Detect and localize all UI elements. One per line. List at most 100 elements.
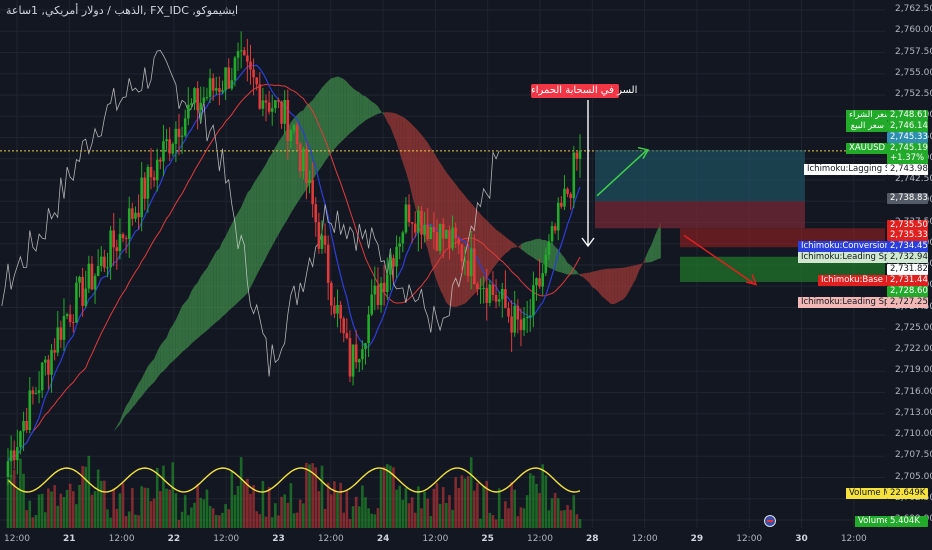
candle-body [550, 226, 554, 242]
cloud-segment [194, 282, 198, 341]
volume-bar [208, 505, 212, 528]
candle-body [159, 159, 162, 162]
volume-bar [286, 502, 290, 528]
volume-bar [59, 493, 63, 528]
candle-body [302, 148, 305, 172]
cloud-segment [346, 81, 350, 137]
x-tick-label: 12:00 [317, 534, 344, 544]
volume-bar [249, 493, 252, 528]
cloud-segment [639, 263, 643, 271]
cloud-segment [489, 223, 493, 274]
volume-bar [417, 486, 420, 528]
volume-bar [473, 490, 476, 528]
volume-bar [326, 482, 330, 528]
chart-title: الذهب / دولار أمريكي, 1ساعة, FX_IDC ,ايش… [6, 4, 239, 17]
candle-body [224, 67, 227, 91]
candle-body [342, 318, 346, 334]
volume-bar [494, 519, 498, 528]
cloud-segment [384, 112, 388, 122]
candle-body [75, 282, 78, 323]
cloud-segment [620, 267, 624, 301]
candle-body [364, 343, 367, 350]
candle-body [258, 84, 262, 109]
volume-bar [566, 505, 569, 528]
x-tick-label: 12:00 [840, 534, 867, 544]
leading-span-a-label: Ichimoku:Leading Span A [798, 252, 909, 263]
candle-body [504, 289, 507, 309]
volume-bar [528, 473, 532, 528]
candle-body [507, 308, 510, 317]
candle-body [510, 316, 513, 333]
cloud-segment [418, 131, 422, 230]
cloud-segment [381, 111, 385, 116]
x-tick-label: 24 [376, 534, 390, 544]
candle-body [205, 96, 209, 98]
volume-bar [373, 514, 377, 528]
volume-bar [413, 512, 417, 528]
cloud-segment [300, 110, 304, 199]
us-flag-icon[interactable] [764, 515, 776, 527]
volume-bar [441, 487, 445, 528]
cloud-segment [197, 276, 201, 339]
sell-price-tag: 2,746.14 [887, 121, 928, 132]
volume-bar [541, 464, 544, 528]
price-tag-2738-83: 2,738.83 [887, 193, 928, 204]
cloud-segment [564, 257, 568, 275]
volume-bar [267, 486, 271, 528]
cloud-segment [508, 239, 512, 252]
volume-bar [364, 497, 367, 528]
volume-bar [246, 478, 249, 528]
cloud-segment [334, 76, 338, 150]
y-tick-label: 2,757.50 [895, 46, 932, 57]
candles [6, 31, 582, 485]
cloud-segment [374, 103, 378, 116]
candle-body [118, 234, 122, 252]
volume-bar [426, 498, 429, 528]
candle-body [168, 139, 171, 154]
volume-bar [410, 497, 414, 528]
candle-body [569, 193, 572, 199]
volume-bar [22, 473, 25, 528]
volume-bar [544, 475, 548, 528]
cloud-segment [573, 268, 577, 275]
candle-body [553, 226, 557, 231]
cloud-segment [533, 238, 537, 260]
x-tick-label: 12:00 [631, 534, 658, 544]
volume-bar [395, 489, 398, 528]
volume-bar [75, 504, 78, 528]
volume-bar [224, 504, 227, 528]
volume-bar [476, 482, 479, 528]
cloud-segment [356, 90, 360, 129]
cloud-segment [163, 337, 167, 372]
candle-body [466, 260, 470, 277]
cloud-segment [362, 95, 366, 124]
price-tag-2728-60: 2,728.60 [887, 286, 928, 297]
candle-body [277, 100, 280, 102]
cloud-segment [182, 302, 186, 353]
volume-bar [174, 493, 178, 528]
cloud-segment [530, 239, 534, 258]
y-tick-label: 2,722.00 [895, 344, 932, 354]
cloud-segment [645, 250, 649, 263]
volume-bar [56, 505, 60, 528]
cloud-segment [368, 98, 372, 119]
xauusd-change-tag: +1.37% [887, 153, 928, 164]
cloud-segment [340, 77, 344, 143]
candle-body [106, 267, 109, 269]
candle-body [274, 100, 277, 109]
candle-body [311, 179, 314, 205]
volume-bar [563, 510, 566, 528]
candle-body [320, 235, 324, 249]
volume-bar [572, 495, 576, 528]
candle-body [37, 390, 41, 394]
volume-bar [90, 494, 94, 528]
annotation-arrows [581, 100, 595, 248]
volume-bar [205, 489, 209, 528]
volume-bar [96, 469, 100, 528]
sell-arrow-head [745, 273, 758, 286]
cloud-segment [210, 257, 214, 328]
candle-body [190, 103, 193, 105]
x-tick-label: 21 [63, 534, 76, 544]
volume-bar [99, 480, 103, 528]
